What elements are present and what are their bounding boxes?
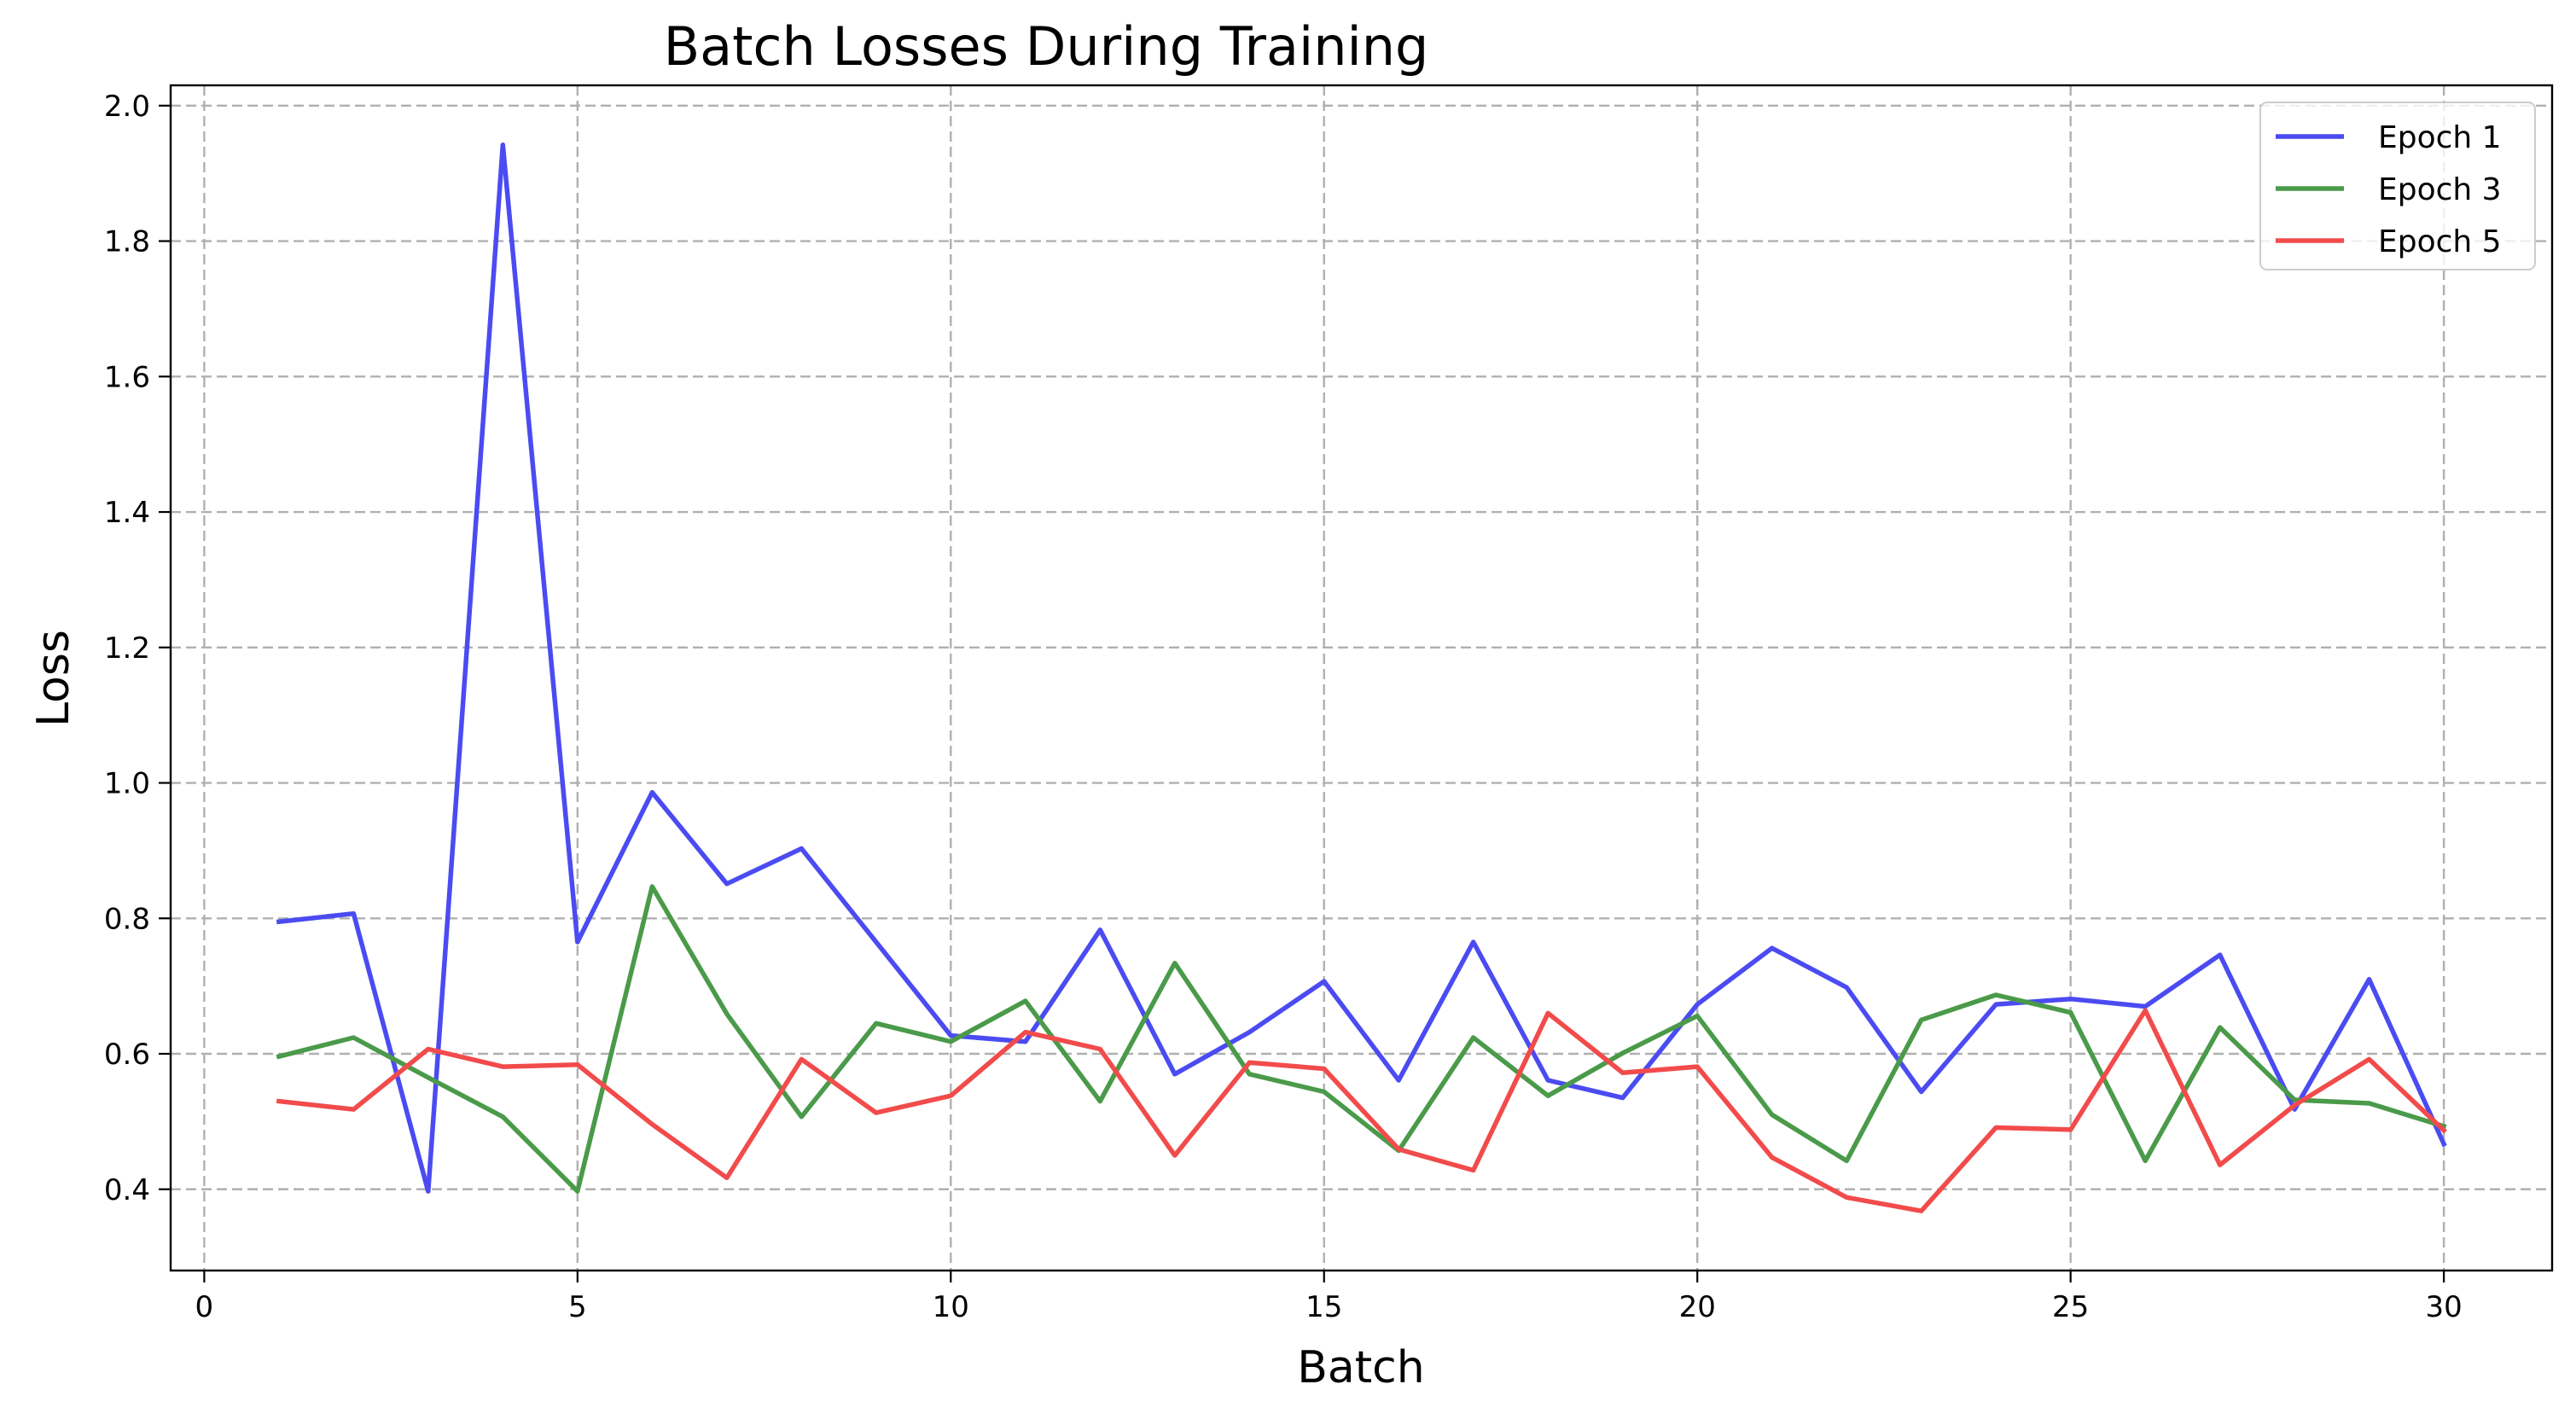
y-axis-label: Loss: [28, 630, 79, 727]
series-line-epoch-3: [276, 884, 2447, 1194]
x-axis-label: Batch: [1297, 1342, 1424, 1393]
axis-ticks: 0 5 10 15 20 25 30 0.4 0.6 0.8 1.0 1.2 1.4 1.6 1.8 2.0: [104, 90, 2463, 1324]
y-tick-label: 2.0: [104, 90, 150, 124]
x-tick-label: 5: [568, 1290, 587, 1324]
x-tick-label: 30: [2426, 1290, 2463, 1324]
x-tick-label: 25: [2052, 1290, 2089, 1324]
grid-lines: [171, 85, 2552, 1271]
legend-label-epoch-1: Epoch 1: [2378, 120, 2502, 155]
legend: Epoch 1 Epoch 3 Epoch 5: [2259, 102, 2536, 270]
chart-title: Batch Losses During Training: [664, 15, 1429, 78]
y-tick-label: 0.8: [104, 902, 150, 936]
x-tick-label: 20: [1679, 1290, 1716, 1324]
y-tick-label: 1.2: [104, 631, 150, 666]
x-tick-label: 0: [195, 1290, 214, 1324]
y-tick-label: 1.6: [104, 360, 150, 394]
legend-label-epoch-3: Epoch 3: [2378, 172, 2502, 207]
legend-box: [2259, 102, 2536, 270]
y-tick-label: 1.0: [104, 767, 150, 801]
y-tick-label: 0.6: [104, 1038, 150, 1072]
x-tick-label: 15: [1305, 1290, 1342, 1324]
plot-frame: [169, 84, 2554, 1272]
legend-label-epoch-5: Epoch 5: [2378, 224, 2502, 259]
y-tick-label: 0.4: [104, 1173, 150, 1207]
y-tick-label: 1.4: [104, 496, 150, 530]
series-line-epoch-5: [276, 1008, 2447, 1213]
x-tick-label: 10: [933, 1290, 969, 1324]
data-series: [276, 142, 2447, 1213]
series-line-epoch-1: [276, 142, 2447, 1194]
y-tick-label: 1.8: [104, 225, 150, 259]
